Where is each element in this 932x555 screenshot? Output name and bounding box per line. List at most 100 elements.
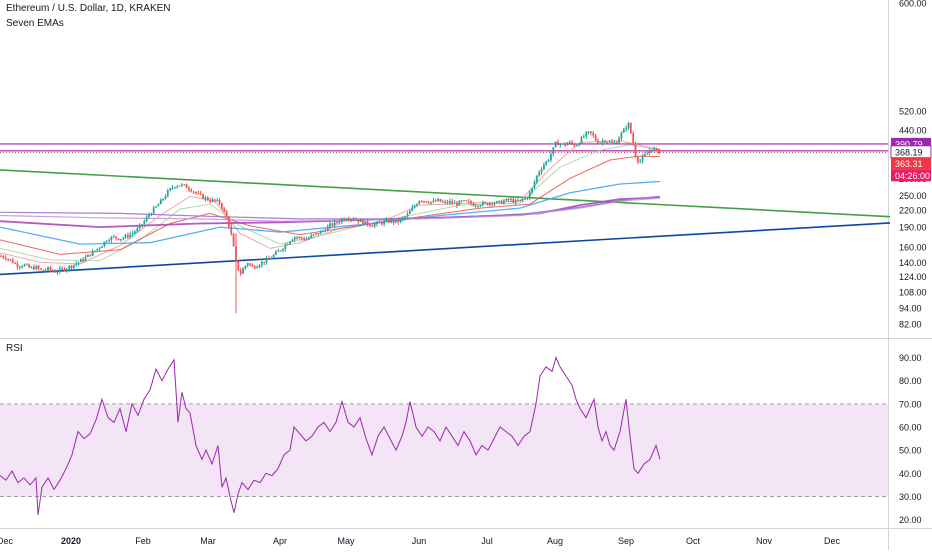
candle — [263, 261, 266, 266]
candle-body — [23, 264, 26, 267]
candle — [197, 190, 200, 195]
time-tick-label: 2020 — [61, 536, 81, 546]
candle-body — [587, 131, 590, 133]
candle — [566, 142, 569, 146]
candle-body — [275, 251, 277, 255]
candle-body — [141, 224, 143, 226]
candle — [632, 130, 635, 146]
candle — [242, 267, 244, 274]
candle-body — [564, 143, 566, 146]
candle-body — [458, 200, 461, 206]
candle-body — [355, 219, 357, 221]
candle-body — [324, 230, 327, 232]
candle-body — [568, 141, 571, 143]
candle — [65, 267, 68, 273]
candle — [213, 199, 216, 203]
candle-body — [300, 237, 303, 239]
candle-body — [606, 142, 609, 143]
price-tick-label: 108.00 — [899, 288, 927, 298]
candle-body — [68, 265, 71, 269]
candle — [531, 187, 533, 195]
candle-body — [237, 260, 240, 271]
candle-body — [284, 244, 287, 250]
candle — [312, 234, 315, 237]
candle — [639, 158, 642, 164]
candle — [409, 209, 411, 214]
candle — [404, 215, 407, 221]
candle — [72, 264, 75, 271]
candle-body — [192, 191, 195, 193]
candle — [557, 139, 559, 146]
candle-body — [432, 200, 435, 202]
candle — [479, 204, 482, 208]
candle-body — [263, 261, 266, 263]
candle — [380, 221, 383, 226]
candle — [230, 223, 233, 236]
candle — [597, 138, 599, 144]
candle-body — [157, 204, 160, 207]
candle-body — [98, 247, 101, 249]
candle — [350, 218, 353, 223]
candle — [119, 239, 122, 242]
candle — [260, 258, 263, 268]
candle-body — [122, 237, 125, 239]
candle-body — [87, 254, 89, 258]
bar-countdown-tag: 04:26:00 — [891, 169, 931, 182]
candle-body — [646, 153, 649, 155]
candle-body — [181, 184, 183, 186]
candle-body — [512, 199, 515, 203]
candle-body — [33, 266, 35, 270]
candle-body — [486, 202, 489, 206]
candle-body — [51, 270, 54, 272]
candle — [460, 199, 463, 203]
candle — [402, 216, 404, 222]
rsi-tick-label: 30.00 — [899, 492, 922, 502]
candle-body — [91, 251, 94, 256]
candle — [279, 250, 282, 252]
candle — [293, 236, 296, 242]
time-tick-label: Nov — [756, 536, 773, 546]
candle-body — [162, 199, 164, 200]
candle-body — [376, 221, 378, 224]
candle — [599, 142, 602, 145]
candle — [185, 183, 188, 189]
candle — [378, 219, 381, 223]
candle-body — [364, 221, 367, 225]
candle-body — [597, 140, 599, 144]
candle-body — [322, 230, 324, 232]
candle-body — [317, 233, 320, 235]
candle — [467, 198, 470, 204]
candle — [484, 201, 486, 204]
candle — [211, 197, 214, 203]
candle — [141, 224, 143, 228]
candle — [528, 190, 531, 201]
candle — [437, 197, 439, 202]
rsi-pane-label: RSI — [6, 343, 23, 354]
candle-body — [493, 203, 496, 205]
candle-body — [618, 138, 620, 144]
candle-body — [166, 190, 169, 197]
candle — [136, 225, 139, 234]
price-tick-label: 220.00 — [899, 206, 927, 216]
candle — [105, 240, 108, 243]
candle-body — [315, 233, 317, 235]
candle — [40, 268, 42, 271]
candle-body — [28, 264, 31, 268]
candle — [373, 221, 376, 229]
candle-body — [594, 135, 597, 141]
candle-body — [124, 235, 127, 238]
ema-line-3 — [0, 155, 661, 255]
candle — [559, 143, 562, 148]
candle-body — [399, 219, 402, 222]
price-tick-label: 140.00 — [899, 258, 927, 268]
candle-body — [526, 197, 529, 199]
rsi-tick-label: 70.00 — [899, 399, 922, 409]
candle — [70, 264, 73, 270]
candle-body — [599, 142, 602, 144]
candle — [615, 140, 618, 144]
candle — [300, 236, 303, 241]
candle — [155, 205, 157, 208]
candle — [42, 269, 45, 271]
candle-body — [44, 270, 47, 272]
